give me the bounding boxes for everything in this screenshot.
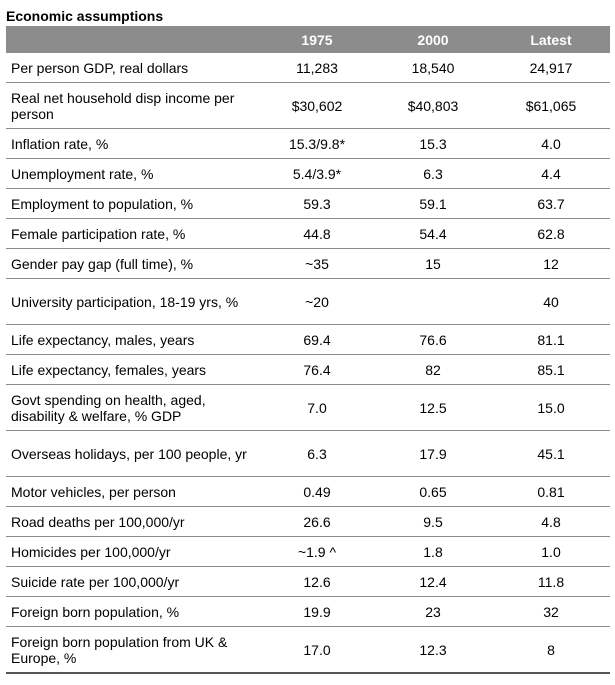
cell-2000: 12.4: [374, 566, 492, 597]
cell-2000: 76.6: [374, 324, 492, 355]
cell-latest: 24,917: [492, 53, 610, 83]
cell-1975: 59.3: [260, 188, 374, 219]
row-label: Foreign born population from UK & Europe…: [6, 626, 260, 674]
cell-1975: 26.6: [260, 506, 374, 537]
cell-latest: 4.4: [492, 158, 610, 189]
cell-latest: 1.0: [492, 536, 610, 567]
cell-latest: 4.8: [492, 506, 610, 537]
table-row: Foreign born population from UK & Europe…: [6, 626, 610, 674]
cell-1975: ~1.9 ^: [260, 536, 374, 567]
header-row: 1975 2000 Latest: [6, 26, 610, 53]
cell-2000: 0.65: [374, 476, 492, 507]
cell-latest: 4.0: [492, 128, 610, 159]
cell-latest: 8: [492, 626, 610, 674]
row-label: Inflation rate, %: [6, 128, 260, 159]
table-row: Overseas holidays, per 100 people, yr 6.…: [6, 430, 610, 477]
cell-latest: 12: [492, 248, 610, 279]
economic-assumptions-table: 1975 2000 Latest Per person GDP, real do…: [6, 26, 610, 674]
cell-1975: 15.3/9.8*: [260, 128, 374, 159]
cell-latest: 45.1: [492, 430, 610, 477]
table-row: Homicides per 100,000/yr ~1.9 ^ 1.8 1.0: [6, 536, 610, 567]
table-row: Female participation rate, % 44.8 54.4 6…: [6, 218, 610, 249]
table-row: Life expectancy, males, years 69.4 76.6 …: [6, 324, 610, 355]
table-row: Inflation rate, % 15.3/9.8* 15.3 4.0: [6, 128, 610, 159]
row-label: Employment to population, %: [6, 188, 260, 219]
table-row: Per person GDP, real dollars 11,283 18,5…: [6, 53, 610, 83]
cell-latest: 62.8: [492, 218, 610, 249]
table-row: Govt spending on health, aged, disabilit…: [6, 384, 610, 431]
column-header-latest: Latest: [492, 26, 610, 53]
cell-2000: $40,803: [374, 82, 492, 129]
column-header-label: [6, 26, 260, 53]
table-row: Gender pay gap (full time), % ~35 15 12: [6, 248, 610, 279]
cell-1975: 69.4: [260, 324, 374, 355]
row-label: Unemployment rate, %: [6, 158, 260, 189]
row-label: Suicide rate per 100,000/yr: [6, 566, 260, 597]
cell-2000: 9.5: [374, 506, 492, 537]
row-label: Gender pay gap (full time), %: [6, 248, 260, 279]
cell-1975: 44.8: [260, 218, 374, 249]
cell-1975: 7.0: [260, 384, 374, 431]
cell-2000: 59.1: [374, 188, 492, 219]
cell-1975: ~35: [260, 248, 374, 279]
cell-2000: 54.4: [374, 218, 492, 249]
table-row: University participation, 18-19 yrs, % ~…: [6, 278, 610, 325]
table-row: Motor vehicles, per person 0.49 0.65 0.8…: [6, 476, 610, 507]
row-label: Road deaths per 100,000/yr: [6, 506, 260, 537]
cell-2000: 15.3: [374, 128, 492, 159]
table-row: Life expectancy, females, years 76.4 82 …: [6, 354, 610, 385]
table-row: Suicide rate per 100,000/yr 12.6 12.4 11…: [6, 566, 610, 597]
row-label: Life expectancy, females, years: [6, 354, 260, 385]
cell-2000: 12.5: [374, 384, 492, 431]
cell-latest: 32: [492, 596, 610, 627]
cell-1975: 12.6: [260, 566, 374, 597]
row-label: Foreign born population, %: [6, 596, 260, 627]
cell-2000: 23: [374, 596, 492, 627]
row-label: Per person GDP, real dollars: [6, 53, 260, 83]
cell-1975: 6.3: [260, 430, 374, 477]
row-label: Govt spending on health, aged, disabilit…: [6, 384, 260, 431]
row-label: Homicides per 100,000/yr: [6, 536, 260, 567]
cell-latest: 40: [492, 278, 610, 325]
cell-1975: 5.4/3.9*: [260, 158, 374, 189]
cell-2000: 1.8: [374, 536, 492, 567]
cell-latest: 15.0: [492, 384, 610, 431]
cell-2000: 12.3: [374, 626, 492, 674]
table-row: Real net household disp income per perso…: [6, 82, 610, 129]
cell-1975: 17.0: [260, 626, 374, 674]
cell-latest: 81.1: [492, 324, 610, 355]
cell-latest: 11.8: [492, 566, 610, 597]
cell-1975: $30,602: [260, 82, 374, 129]
cell-latest: 0.81: [492, 476, 610, 507]
cell-1975: ~20: [260, 278, 374, 325]
column-header-2000: 2000: [374, 26, 492, 53]
cell-2000: 15: [374, 248, 492, 279]
document: Economic assumptions 1975 2000 Latest Pe…: [6, 7, 610, 674]
table-row: Unemployment rate, % 5.4/3.9* 6.3 4.4: [6, 158, 610, 189]
table-row: Road deaths per 100,000/yr 26.6 9.5 4.8: [6, 506, 610, 537]
table-title: Economic assumptions: [6, 8, 164, 24]
row-label: Life expectancy, males, years: [6, 324, 260, 355]
row-label: Female participation rate, %: [6, 218, 260, 249]
column-header-1975: 1975: [260, 26, 374, 53]
cell-2000: 82: [374, 354, 492, 385]
cell-1975: 76.4: [260, 354, 374, 385]
cell-latest: 85.1: [492, 354, 610, 385]
cell-latest: $61,065: [492, 82, 610, 129]
row-label: Motor vehicles, per person: [6, 476, 260, 507]
cell-2000: 6.3: [374, 158, 492, 189]
cell-2000: 17.9: [374, 430, 492, 477]
table-row: Employment to population, % 59.3 59.1 63…: [6, 188, 610, 219]
cell-latest: 63.7: [492, 188, 610, 219]
cell-1975: 19.9: [260, 596, 374, 627]
row-label: Real net household disp income per perso…: [6, 82, 260, 129]
row-label: Overseas holidays, per 100 people, yr: [6, 430, 260, 477]
cell-2000: [374, 278, 492, 325]
cell-1975: 0.49: [260, 476, 374, 507]
row-label: University participation, 18-19 yrs, %: [6, 278, 260, 325]
cell-2000: 18,540: [374, 53, 492, 83]
cell-1975: 11,283: [260, 53, 374, 83]
table-row: Foreign born population, % 19.9 23 32: [6, 596, 610, 627]
